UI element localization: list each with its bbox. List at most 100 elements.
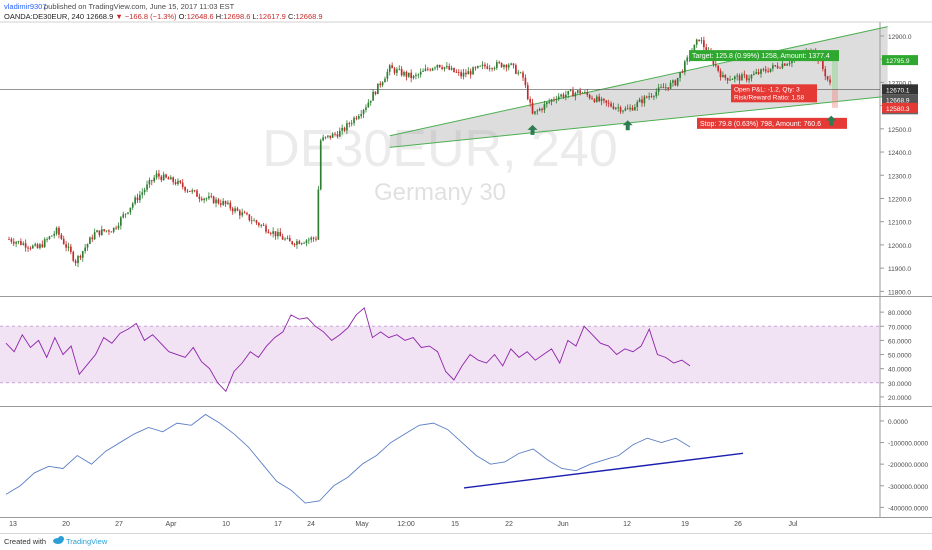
candle-body: [17, 241, 20, 243]
candle-body: [155, 173, 158, 178]
x-tick-label: 19: [681, 521, 689, 528]
candle-body: [653, 96, 655, 97]
candle-body: [669, 82, 672, 89]
candle-body: [360, 114, 363, 117]
candle-body: [262, 224, 265, 226]
candle-body: [674, 80, 677, 86]
candle-body: [419, 71, 422, 75]
candle-body: [372, 91, 374, 101]
candle-body: [757, 72, 760, 74]
candle-body: [165, 174, 167, 178]
price-scale-label: 12670.1: [886, 87, 910, 94]
candle-body: [86, 243, 89, 248]
candle-body: [74, 260, 77, 264]
candle-body: [391, 65, 393, 69]
candle-body: [189, 190, 191, 192]
candle-body: [755, 72, 758, 74]
candle-body: [346, 123, 348, 131]
candle-body: [776, 65, 779, 68]
price-tick-label: 11800.0: [888, 289, 911, 296]
candle-body: [388, 65, 391, 72]
obv-tick-label: -200000.0000: [888, 462, 929, 469]
candle-body: [441, 67, 443, 69]
candle-body: [279, 231, 282, 237]
candle-body: [103, 229, 106, 232]
candle-body: [510, 63, 512, 65]
candle-body: [29, 247, 32, 249]
candle-body: [343, 127, 346, 131]
candle-body: [353, 117, 355, 124]
candle-body: [77, 256, 79, 264]
candle-body: [208, 196, 210, 199]
candle-body: [186, 190, 189, 192]
candle-body: [120, 217, 122, 226]
tradingview-logo-icon: [53, 536, 64, 544]
candle-body: [641, 99, 643, 104]
obv-tick-label: -400000.0000: [888, 505, 929, 512]
candle-body: [72, 251, 75, 261]
candle-body: [729, 79, 731, 81]
candle-body: [436, 64, 439, 68]
candle-body: [229, 202, 232, 209]
candle-body: [357, 116, 360, 119]
candle-body: [79, 256, 82, 258]
candle-body: [96, 230, 98, 233]
rsi-line: [5, 307, 691, 393]
candle-body: [519, 72, 522, 74]
price-tick-label: 12500.0: [888, 127, 912, 134]
candle-body: [134, 197, 136, 204]
candle-body: [150, 180, 153, 182]
open-pnl-label: Open P&L: -1.2, Qty: 3: [734, 86, 800, 93]
candle-body: [91, 237, 94, 240]
x-tick-label: 20: [62, 521, 70, 528]
candle-body: [22, 243, 25, 245]
candle-body: [417, 74, 420, 76]
candle-body: [236, 208, 239, 211]
candle-body: [298, 241, 301, 244]
price-tick-label: 12200.0: [888, 196, 912, 203]
candle-body: [486, 66, 489, 69]
candle-body: [350, 123, 353, 125]
candle-body: [34, 244, 37, 246]
candle-body: [667, 87, 670, 89]
candle-body: [258, 222, 260, 226]
candle-body: [579, 90, 581, 94]
candle-body: [129, 207, 132, 213]
candle-body: [505, 64, 508, 68]
candle-body: [384, 78, 386, 83]
ohlc-part-4: O:: [179, 12, 187, 21]
candle-body: [553, 99, 555, 101]
candle-body: [84, 247, 86, 252]
candle-body: [586, 92, 589, 95]
candle-body: [657, 87, 660, 92]
candle-body: [726, 77, 729, 81]
candle-body: [89, 237, 91, 244]
candle-body: [619, 107, 622, 112]
candle-body: [98, 230, 101, 236]
candle-body: [274, 231, 277, 237]
x-tick-label: 24: [307, 521, 315, 528]
candle-body: [334, 133, 336, 135]
stop-label-group: Stop: 79.8 (0.63%) 798, Amount: 760.6: [697, 117, 847, 129]
x-tick-label: Apr: [166, 521, 178, 528]
candle-body: [484, 64, 486, 67]
ohlc-part-3: −166.8 (−1.3%): [125, 12, 179, 21]
candle-body: [681, 72, 684, 73]
candle-body: [48, 236, 51, 239]
candle-body: [27, 247, 29, 249]
candle-body: [686, 57, 689, 62]
candle-body: [662, 87, 665, 89]
candle-body: [317, 189, 320, 240]
candle-body: [743, 74, 746, 76]
candle-body: [312, 237, 315, 239]
candle-body: [81, 251, 84, 258]
candle-body: [555, 99, 558, 100]
candle-body: [431, 68, 434, 71]
candle-body: [529, 99, 531, 103]
x-tick-label: 12: [623, 521, 631, 528]
candle-body: [772, 65, 774, 69]
candle-body: [703, 40, 705, 48]
candle-body: [36, 244, 39, 249]
candle-body: [198, 196, 201, 199]
candle-body: [472, 67, 474, 75]
